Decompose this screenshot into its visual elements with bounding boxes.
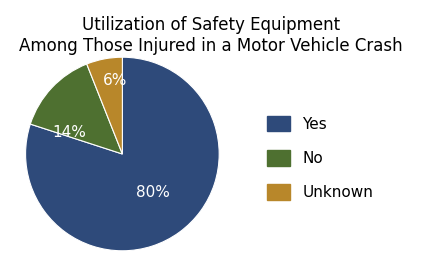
Legend: Yes, No, Unknown: Yes, No, Unknown xyxy=(261,110,379,207)
Text: 6%: 6% xyxy=(103,73,127,88)
Text: 14%: 14% xyxy=(52,125,86,140)
Text: 80%: 80% xyxy=(136,185,170,200)
Text: Utilization of Safety Equipment
Among Those Injured in a Motor Vehicle Crash: Utilization of Safety Equipment Among Th… xyxy=(19,16,403,55)
Wedge shape xyxy=(30,64,122,154)
Wedge shape xyxy=(26,57,219,251)
Wedge shape xyxy=(87,57,122,154)
